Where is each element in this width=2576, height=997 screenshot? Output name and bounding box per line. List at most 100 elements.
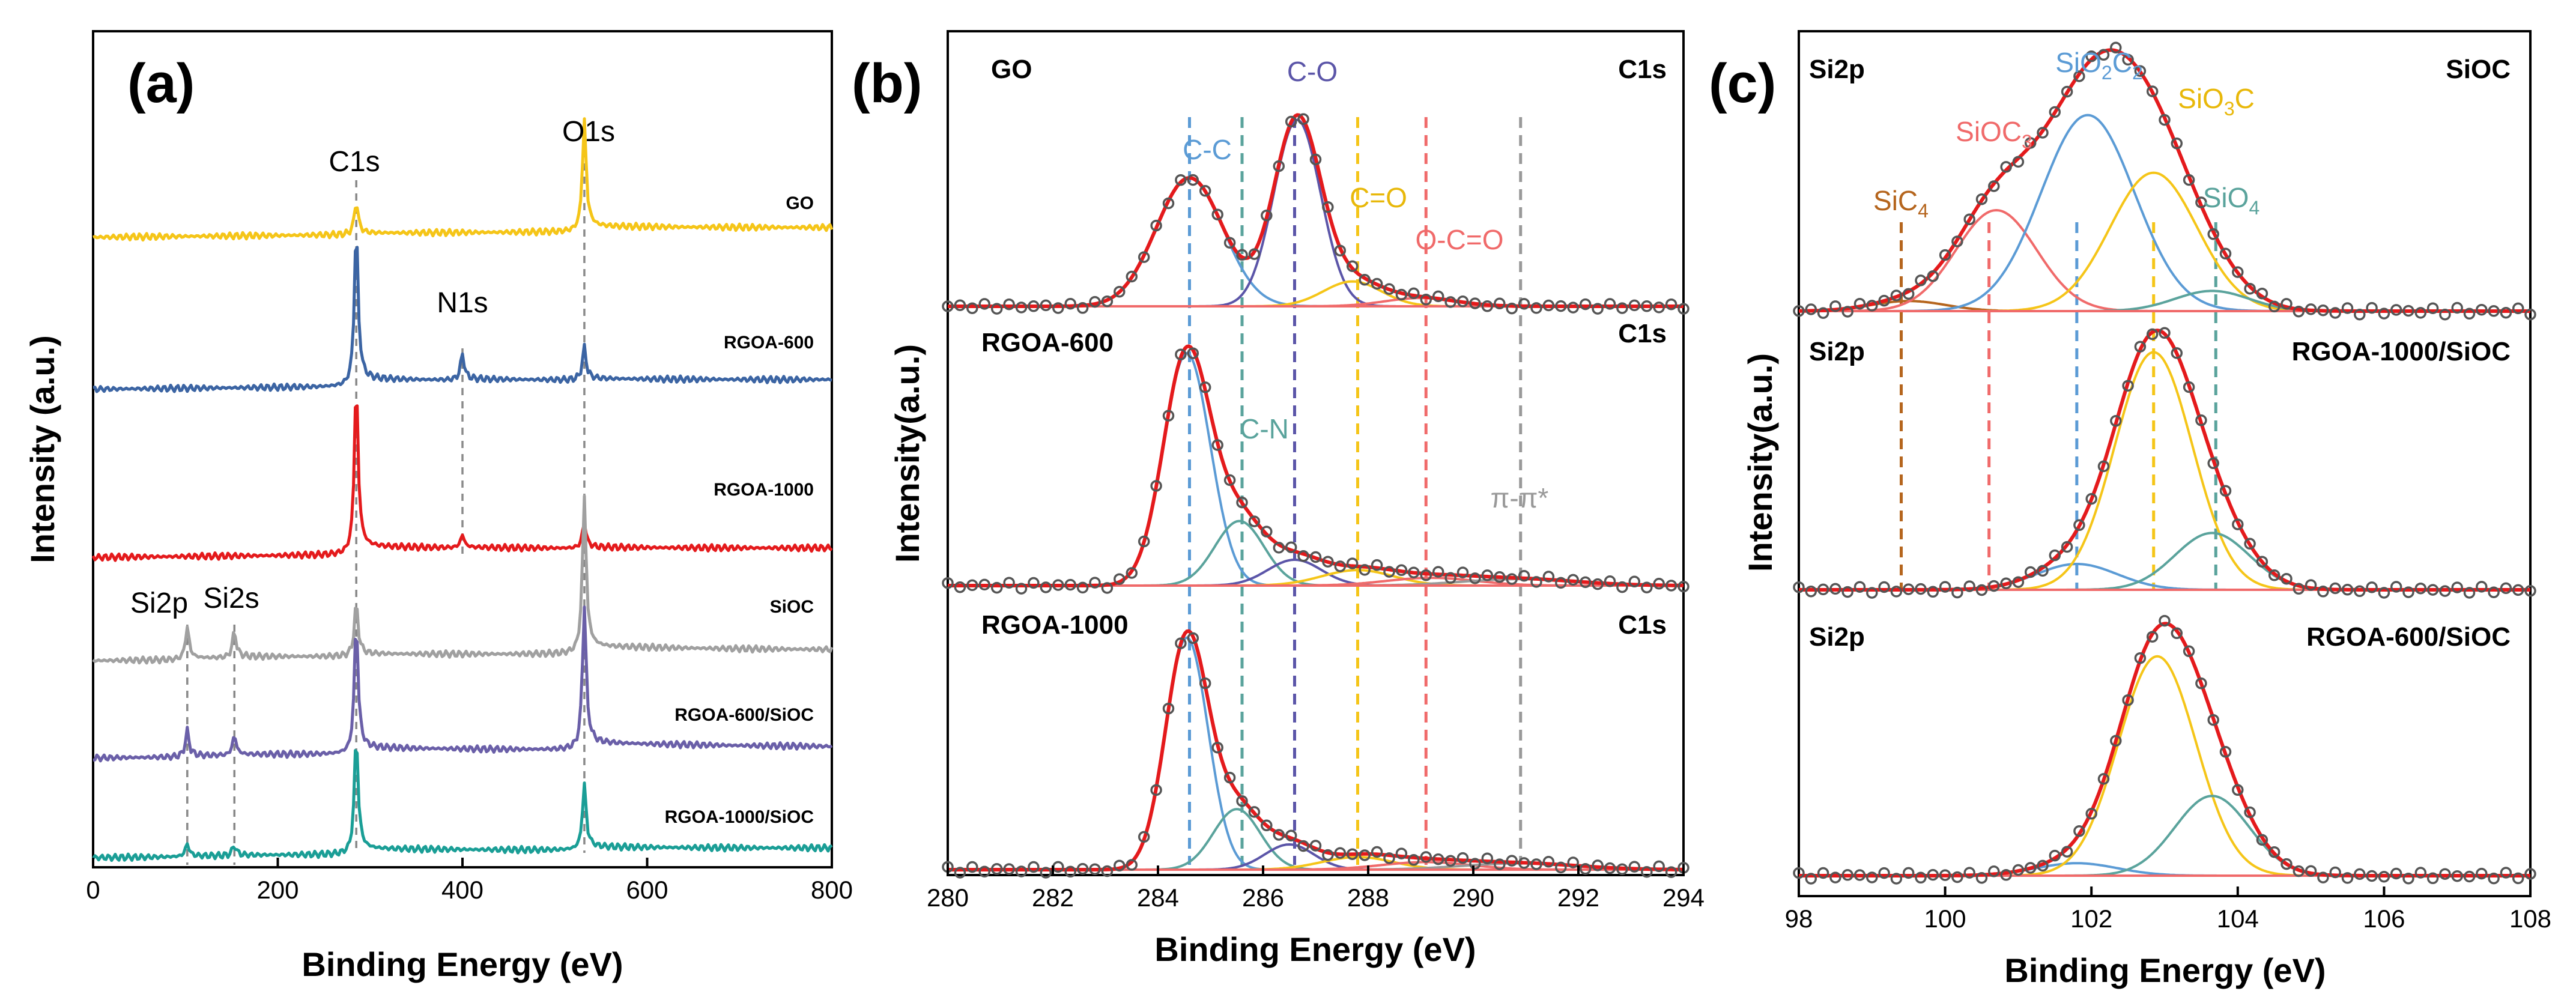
panel-a-tick-label-600: 600 xyxy=(626,876,668,904)
panel-b-y-title: Intensity(a.u.) xyxy=(888,344,926,563)
component-label-sio4: SiO4 xyxy=(2203,182,2259,219)
data-point-rgoa-600 xyxy=(1359,564,1371,576)
data-point-sioc xyxy=(2073,70,2085,82)
data-point-sioc xyxy=(2024,137,2037,149)
label-sio3c-base: SiO xyxy=(2178,83,2224,114)
panel-b-tick-label-288: 288 xyxy=(1347,883,1389,912)
data-point-rgoa-600 xyxy=(1432,566,1444,578)
series-line-rgoa-600 xyxy=(92,246,832,393)
data-point-rgoa-600-sioc xyxy=(2183,645,2195,658)
label-sio2c2-base: SiO xyxy=(2055,47,2102,78)
label-sio2c2-sub2: 2 xyxy=(2132,62,2143,83)
data-point-go xyxy=(1040,299,1052,312)
data-point-rgoa-1000 xyxy=(1261,819,1273,832)
panel-b-tick-label-292: 292 xyxy=(1557,883,1599,912)
panel-a-frame xyxy=(92,30,833,868)
data-point-go xyxy=(1150,219,1162,232)
component-label-c-eq-o: C=O xyxy=(1350,182,1407,213)
component-label-sic4: SiC4 xyxy=(1873,185,1929,222)
data-point-rgoa-1000 xyxy=(1101,865,1114,877)
data-point-sioc xyxy=(2110,41,2122,54)
data-point-rgoa-600 xyxy=(1175,348,1187,360)
panel-c-guides xyxy=(1900,222,2217,589)
data-point-rgoa-600 xyxy=(1261,526,1273,538)
data-point-rgoa-1000-sioc xyxy=(2341,584,2354,596)
data-point-rgoa-600-sioc xyxy=(2341,872,2354,884)
data-point-sioc xyxy=(1915,274,1927,286)
data-point-go xyxy=(1138,251,1150,263)
component-rgoa-1000-c-c xyxy=(948,636,1683,871)
panel-a-tick-label-0: 0 xyxy=(86,876,100,904)
data-point-sioc xyxy=(2390,304,2402,316)
series-line-rgoa-1000 xyxy=(91,404,833,562)
label-sic4-base: SiC xyxy=(1873,185,1918,216)
data-point-rgoa-1000 xyxy=(1395,847,1408,859)
data-point-go xyxy=(1604,298,1616,310)
data-point-sioc xyxy=(2000,161,2012,173)
component-go-c-o xyxy=(948,118,1683,308)
data-point-rgoa-1000 xyxy=(1506,855,1518,867)
data-point-rgoa-1000-sioc xyxy=(1975,584,1988,596)
data-point-rgoa-600 xyxy=(1420,569,1432,581)
data-point-sioc xyxy=(2061,85,2073,98)
data-point-go xyxy=(1076,302,1089,314)
data-point-sioc xyxy=(2049,106,2061,118)
panel-c-tick-label-108: 108 xyxy=(2509,905,2551,933)
data-point-go xyxy=(1444,296,1456,308)
data-point-rgoa-600 xyxy=(1567,574,1579,586)
data-point-rgoa-1000 xyxy=(1322,849,1334,861)
data-point-sioc xyxy=(1829,300,1841,312)
component-label-sio3c: SiO3C xyxy=(2178,83,2255,120)
data-point-rgoa-600 xyxy=(1555,577,1567,589)
data-point-rgoa-1000 xyxy=(1187,632,1199,644)
data-point-rgoa-600-sioc xyxy=(2134,652,2147,664)
data-point-rgoa-1000-sioc xyxy=(2207,457,2219,470)
data-point-rgoa-1000-sioc xyxy=(2085,492,2097,505)
data-point-rgoa-1000 xyxy=(1199,677,1211,689)
data-point-rgoa-1000-sioc xyxy=(2146,328,2159,341)
data-point-rgoa-600-sioc xyxy=(2195,677,2207,689)
subplot-label-rgoa-600: RGOA-600 xyxy=(981,328,1114,357)
data-point-rgoa-600 xyxy=(1150,480,1162,492)
data-point-rgoa-600 xyxy=(1334,560,1347,572)
data-point-go xyxy=(1494,297,1506,310)
panel-a-x-title: Binding Energy (eV) xyxy=(302,945,623,983)
data-point-sioc xyxy=(1890,289,1903,302)
data-point-rgoa-1000-sioc xyxy=(1988,580,2000,592)
data-point-rgoa-1000-sioc xyxy=(1805,585,1817,598)
panel-b-subplot-labels: GO C1s RGOA-600 C1s RGOA-1000 C1s xyxy=(981,55,1667,640)
data-point-rgoa-600 xyxy=(1641,581,1653,593)
data-point-rgoa-600-sioc xyxy=(2049,849,2061,862)
data-point-go xyxy=(1616,302,1628,314)
data-point-rgoa-600 xyxy=(1481,569,1494,581)
panel-c-tick-label-100: 100 xyxy=(1924,905,1966,933)
data-point-rgoa-1000 xyxy=(1665,866,1677,878)
panel-c-x-ticks: 98 100 102 104 106 108 xyxy=(1785,886,2551,933)
data-point-sioc xyxy=(1817,307,1829,319)
data-point-rgoa-1000-sioc xyxy=(2061,541,2073,553)
label-sio2c2-sub: 2 xyxy=(2102,62,2112,83)
data-point-rgoa-1000-sioc xyxy=(2402,586,2414,598)
data-point-rgoa-1000-sioc xyxy=(2488,586,2500,598)
data-point-rgoa-600-sioc xyxy=(2317,871,2329,883)
component-rgoa-1000-c-n xyxy=(948,808,1683,871)
data-point-sioc xyxy=(2134,65,2147,77)
data-point-go xyxy=(1052,302,1064,314)
data-point-rgoa-600 xyxy=(1542,571,1555,583)
data-point-rgoa-1000 xyxy=(1371,846,1383,858)
subplot-label-sioc: SiOC xyxy=(2446,55,2511,84)
data-point-go xyxy=(1420,294,1432,306)
data-point-rgoa-600-sioc xyxy=(2110,735,2122,747)
component-label-o-c-eq-o: O-C=O xyxy=(1416,224,1504,255)
data-point-rgoa-600-sioc xyxy=(2073,825,2085,837)
panel-a-y-title: Intensity (a.u.) xyxy=(23,335,61,563)
data-point-rgoa-1000 xyxy=(1530,858,1542,870)
data-point-sioc xyxy=(2476,303,2488,316)
series-label-rgoa-1000-sioc: RGOA-1000/SiOC xyxy=(665,807,814,827)
data-point-rgoa-600 xyxy=(1248,515,1261,527)
data-point-rgoa-600-sioc xyxy=(2159,614,2171,627)
data-point-go xyxy=(1456,295,1469,308)
data-point-sioc xyxy=(2500,306,2512,319)
panel-b: (b) GO C1s RGOA-600 C1s RGOA-1000 C1s C-… xyxy=(852,30,1705,968)
data-point-rgoa-600 xyxy=(1494,571,1506,583)
